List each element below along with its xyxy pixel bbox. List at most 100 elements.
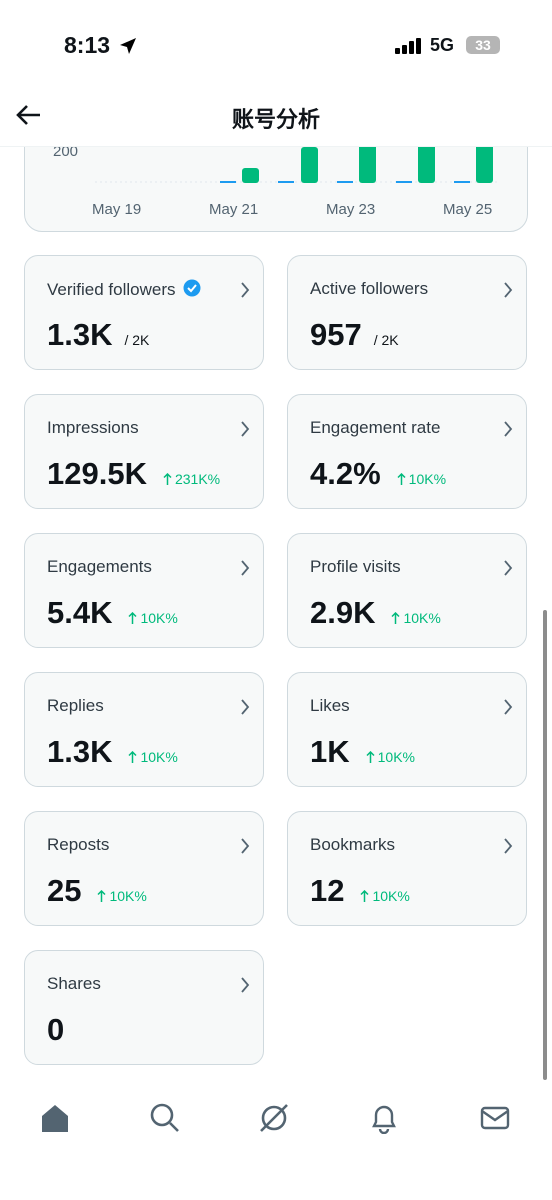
metric-value: 957 / 2K xyxy=(310,317,399,353)
nav-home[interactable] xyxy=(40,1102,70,1134)
chart xyxy=(95,141,497,183)
chevron xyxy=(504,282,513,298)
up-arrow xyxy=(397,472,406,485)
metric-value-text: 0 xyxy=(47,1012,65,1047)
network: 5G xyxy=(430,35,455,55)
up-arrow xyxy=(128,611,138,624)
battery: 33 xyxy=(466,36,500,54)
metric-label-text: Engagements xyxy=(47,557,152,576)
metric-card[interactable]: Verified followers 1.3K / 2K xyxy=(24,255,264,370)
up-arrow xyxy=(391,611,401,624)
nav-grok[interactable] xyxy=(258,1102,290,1134)
metric-card[interactable]: Likes 1K 10K% xyxy=(287,672,527,787)
chevron xyxy=(241,560,250,576)
chevron xyxy=(504,838,513,854)
metric-value: 1K 10K% xyxy=(310,734,415,770)
chevron xyxy=(504,699,513,715)
metric-label: Replies xyxy=(47,696,104,716)
metric-value: 129.5K 231K% xyxy=(47,456,220,492)
scrollbar xyxy=(543,610,547,1080)
top-bar: 8:13 5G 33 账号分析 xyxy=(0,0,552,147)
metric-value-text: 957 xyxy=(310,317,362,352)
chevron xyxy=(241,977,250,993)
metric-card[interactable]: Engagement rate 4.2% 10K% xyxy=(287,394,527,509)
bars xyxy=(242,141,493,183)
metric-card[interactable]: Active followers 957 / 2K xyxy=(287,255,527,370)
y-tick-label: 200 xyxy=(53,143,79,160)
metric-card[interactable]: Profile visits 2.9K 10K% xyxy=(287,533,527,648)
metric-value: 1.3K / 2K xyxy=(47,317,149,353)
metric-value-text: 1.3K xyxy=(47,734,113,769)
metric-label-text: Replies xyxy=(47,696,104,715)
metric-value: 25 10K% xyxy=(47,873,147,909)
metric-label: Shares xyxy=(47,974,101,994)
chevron xyxy=(241,421,250,437)
metric-label-text: Reposts xyxy=(47,835,110,854)
metric-label-text: Engagement rate xyxy=(310,418,441,437)
chevron xyxy=(504,421,513,437)
metric-value-text: 1K xyxy=(310,734,350,769)
metric-card[interactable]: Replies 1.3K 10K% xyxy=(24,672,264,787)
metric-value: 4.2% 10K% xyxy=(310,456,446,492)
metric-label: Verified followers xyxy=(47,279,201,300)
metric-card[interactable]: Bookmarks 12 10K% xyxy=(287,811,527,926)
page-title: 账号分析 xyxy=(231,107,320,132)
metric-value: 5.4K 10K% xyxy=(47,595,178,631)
metric-change: 10K% xyxy=(377,749,415,765)
metric-change: 10K% xyxy=(140,610,178,626)
x-tick-label: May 23 xyxy=(326,201,376,218)
metric-label: Profile visits xyxy=(310,557,401,577)
up-arrow xyxy=(97,889,107,902)
signal-icon xyxy=(395,38,421,54)
nav-messages[interactable] xyxy=(480,1102,510,1134)
metric-card[interactable]: Impressions 129.5K 231K% xyxy=(24,394,264,509)
metric-value-text: 2.9K xyxy=(310,595,376,630)
x-tick-label: May 25 xyxy=(443,201,493,218)
metric-change: 10K% xyxy=(408,471,447,487)
metric-label-text: Shares xyxy=(47,974,101,993)
metric-value: 1.3K 10K% xyxy=(47,734,178,770)
up-arrow xyxy=(366,750,375,763)
up-arrow xyxy=(360,889,370,902)
chevron xyxy=(241,838,250,854)
up-arrow xyxy=(163,472,172,485)
chevron xyxy=(504,560,513,576)
x-tick-label: May 21 xyxy=(209,201,259,218)
metric-change: 10K% xyxy=(372,888,410,904)
metric-label-text: Active followers xyxy=(310,279,429,298)
metric-card[interactable]: Shares 0 xyxy=(24,950,264,1065)
metric-change: 231K% xyxy=(174,471,221,487)
metric-value-text: 1.3K xyxy=(47,317,113,352)
metric-card[interactable]: Reposts 25 10K% xyxy=(24,811,264,926)
metric-value-text: 4.2% xyxy=(310,456,381,491)
metric-label-text: Profile visits xyxy=(310,557,401,576)
nav-notifications[interactable] xyxy=(369,1102,399,1134)
x-tick-label: May 19 xyxy=(92,201,142,218)
metric-change: 10K% xyxy=(403,610,441,626)
metric-value: 12 10K% xyxy=(310,873,410,909)
chevron xyxy=(241,282,250,298)
metric-label: Reposts xyxy=(47,835,109,855)
metric-card[interactable]: Engagements 5.4K 10K% xyxy=(24,533,264,648)
metric-value-text: 129.5K xyxy=(47,456,147,491)
metric-label: Engagement rate xyxy=(310,418,440,438)
location-icon xyxy=(120,38,136,54)
metric-total: / 2K xyxy=(124,332,150,348)
metric-label-text: Likes xyxy=(310,696,350,715)
verified-badge xyxy=(183,279,201,297)
back-button[interactable] xyxy=(14,102,42,128)
metric-change: 10K% xyxy=(109,888,147,904)
metric-label-text: Impressions xyxy=(47,418,139,437)
metric-value-text: 5.4K xyxy=(47,595,113,630)
metric-label: Likes xyxy=(310,696,350,716)
metric-value: 2.9K 10K% xyxy=(310,595,441,631)
metric-value-text: 12 xyxy=(310,873,345,908)
metric-total: / 2K xyxy=(373,332,399,348)
metric-label-text: Bookmarks xyxy=(310,835,396,854)
metric-change: 10K% xyxy=(140,749,178,765)
metric-label: Impressions xyxy=(47,418,139,438)
nav-search[interactable] xyxy=(149,1102,181,1134)
metric-label: Active followers xyxy=(310,279,428,299)
metric-label: Bookmarks xyxy=(310,835,395,855)
